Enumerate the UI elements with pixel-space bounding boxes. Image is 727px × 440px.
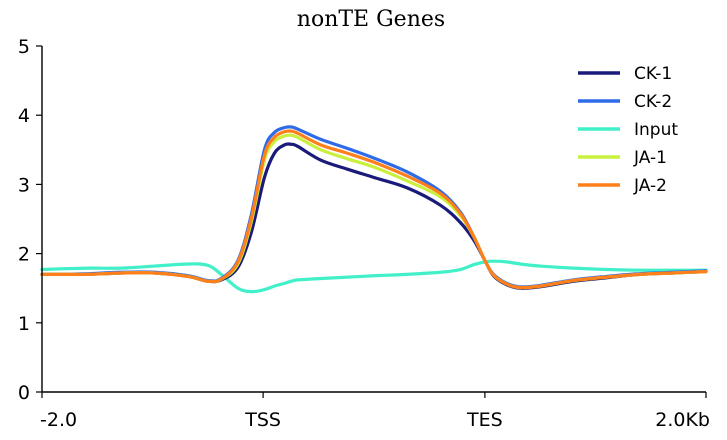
legend-label-ja-2: JA-2 bbox=[633, 176, 667, 196]
axes-layer: 0 1 2 3 4 5 -2.0 TSS TES 2.0Kb bbox=[18, 36, 710, 431]
series-line-input bbox=[40, 259, 708, 294]
y-tick-label: 2 bbox=[18, 244, 30, 266]
legend: CK-1 CK-2 Input JA-1 JA-2 bbox=[578, 64, 678, 196]
legend-label-input: Input bbox=[634, 120, 678, 140]
x-tick-label: TSS bbox=[244, 409, 281, 431]
y-tick-label: 4 bbox=[18, 105, 30, 127]
y-tick-label: 1 bbox=[18, 313, 30, 335]
series-line-ck-2 bbox=[40, 125, 708, 289]
y-tick-label: 3 bbox=[18, 174, 30, 196]
y-tick-label: 5 bbox=[18, 36, 30, 58]
legend-label-ck-2: CK-2 bbox=[634, 92, 672, 112]
x-tick-label: TES bbox=[466, 409, 503, 431]
legend-label-ja-1: JA-1 bbox=[633, 148, 667, 168]
x-tick-label: -2.0 bbox=[40, 409, 77, 431]
series-line-ja-2 bbox=[40, 129, 708, 290]
y-tick-label: 0 bbox=[18, 382, 30, 404]
x-tick-label: 2.0Kb bbox=[655, 409, 710, 431]
legend-label-ck-1: CK-1 bbox=[634, 64, 672, 84]
chart-title: nonTE Genes bbox=[297, 7, 445, 32]
series-layer bbox=[40, 125, 708, 294]
